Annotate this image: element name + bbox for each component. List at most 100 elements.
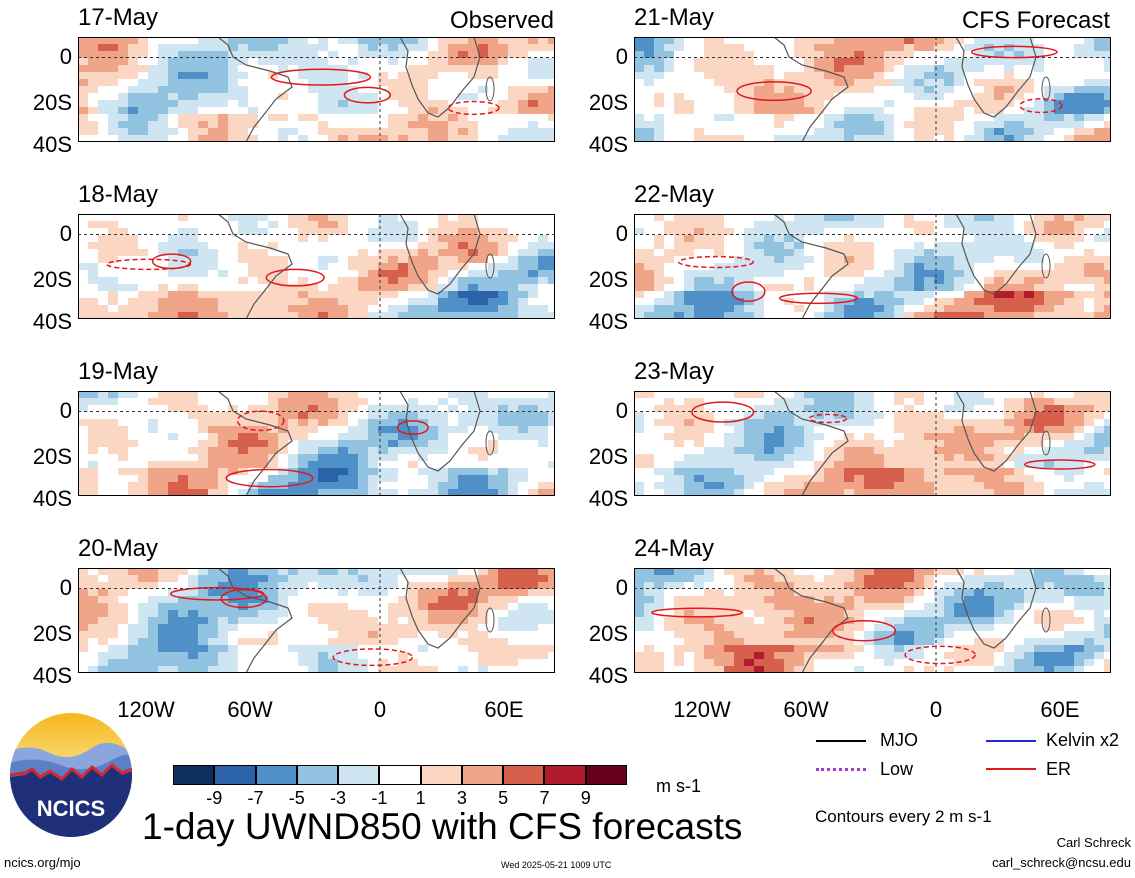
- heatmap-cell: [488, 568, 499, 576]
- heatmap-cell: [158, 107, 169, 115]
- heatmap-cell: [834, 277, 845, 285]
- heatmap-cell: [498, 235, 509, 243]
- heatmap-cell: [508, 221, 519, 229]
- heatmap-cell: [248, 440, 259, 448]
- heatmap-cell: [1064, 305, 1075, 313]
- heatmap-cell: [308, 489, 319, 496]
- heatmap-cell: [944, 93, 955, 101]
- heatmap-cell: [298, 100, 309, 108]
- south-america-outline: [773, 214, 849, 319]
- heatmap-cell: [218, 263, 229, 271]
- heatmap-cell: [764, 86, 775, 94]
- heatmap-cell: [258, 645, 269, 653]
- heatmap-cell: [158, 298, 169, 306]
- heatmap-cell: [348, 631, 359, 639]
- heatmap-cell: [98, 575, 109, 583]
- heatmap-cell: [368, 270, 379, 278]
- y-tick-label: 20S: [588, 90, 628, 115]
- heatmap-cell: [138, 93, 149, 101]
- heatmap-cell: [308, 624, 319, 632]
- heatmap-cell: [894, 72, 905, 80]
- heatmap-cell: [118, 291, 129, 299]
- heatmap-cell: [538, 666, 549, 673]
- heatmap-cell: [308, 44, 319, 52]
- heatmap-cell: [458, 596, 469, 604]
- heatmap-cell: [78, 305, 89, 313]
- heatmap-cell: [814, 312, 825, 319]
- heatmap-cell: [834, 214, 845, 222]
- heatmap-cell: [864, 433, 875, 441]
- heatmap-cell: [528, 475, 539, 483]
- heatmap-cell: [1084, 100, 1095, 108]
- heatmap-cell: [468, 645, 479, 653]
- heatmap-cell: [874, 58, 885, 66]
- heatmap-cell: [448, 256, 459, 264]
- heatmap-cell: [208, 277, 219, 285]
- heatmap-cell: [844, 100, 855, 108]
- heatmap-cell: [348, 235, 359, 243]
- heatmap-cell: [804, 312, 815, 319]
- heatmap-cell: [178, 114, 189, 122]
- heatmap-cell: [98, 482, 109, 490]
- heatmap-cell: [408, 312, 419, 319]
- heatmap-cell: [1014, 107, 1025, 115]
- heatmap-cell: [428, 645, 439, 653]
- heatmap-cell: [328, 100, 339, 108]
- heatmap-cell: [744, 398, 755, 406]
- heatmap-cell: [438, 235, 449, 243]
- heatmap-cell: [498, 582, 509, 590]
- heatmap-cell: [278, 121, 289, 129]
- heatmap-cell: [754, 242, 765, 250]
- heatmap-cell: [128, 419, 139, 427]
- heatmap-cell: [498, 440, 509, 448]
- heatmap-cell: [328, 44, 339, 52]
- heatmap-cell: [644, 221, 655, 229]
- heatmap-cell: [168, 312, 179, 319]
- heatmap-cell: [158, 398, 169, 406]
- heatmap-cell: [288, 128, 299, 136]
- heatmap-cell: [348, 277, 359, 285]
- heatmap-cell: [714, 228, 725, 236]
- heatmap-cell: [168, 440, 179, 448]
- heatmap-cell: [418, 305, 429, 313]
- heatmap-cell: [1024, 37, 1035, 45]
- heatmap-cell: [228, 312, 239, 319]
- heatmap-cell: [298, 582, 309, 590]
- heatmap-cell: [488, 263, 499, 271]
- heatmap-cell: [794, 37, 805, 45]
- heatmap-cell: [458, 79, 469, 87]
- heatmap-cell: [458, 575, 469, 583]
- heatmap-cell: [874, 100, 885, 108]
- heatmap-cell: [1084, 419, 1095, 427]
- heatmap-cell: [1034, 114, 1045, 122]
- heatmap-cell: [1094, 291, 1105, 299]
- heatmap-cell: [1094, 461, 1105, 469]
- heatmap-cell: [1074, 107, 1085, 115]
- heatmap-cell: [1034, 405, 1045, 413]
- heatmap-cell: [538, 489, 549, 496]
- heatmap-cell: [248, 291, 259, 299]
- heatmap-cell: [138, 475, 149, 483]
- heatmap-cell: [744, 284, 755, 292]
- heatmap-cell: [974, 128, 985, 136]
- heatmap-cell: [488, 65, 499, 73]
- heatmap-cell: [198, 624, 209, 632]
- heatmap-cell: [1044, 121, 1055, 129]
- heatmap-cell: [418, 645, 429, 653]
- heatmap-cell: [654, 65, 665, 73]
- heatmap-cell: [108, 398, 119, 406]
- heatmap-cell: [428, 214, 439, 222]
- heatmap-cell: [894, 291, 905, 299]
- heatmap-cell: [388, 93, 399, 101]
- heatmap-cell: [228, 235, 239, 243]
- heatmap-cell: [644, 121, 655, 129]
- heatmap-cell: [148, 617, 159, 625]
- heatmap-cell: [198, 228, 209, 236]
- heatmap-cell: [268, 419, 279, 427]
- heatmap-cell: [418, 568, 429, 576]
- heatmap-cell: [438, 291, 449, 299]
- heatmap-cell: [338, 128, 349, 136]
- heatmap-cell: [634, 398, 645, 406]
- heatmap-cell: [188, 72, 199, 80]
- heatmap-cell: [488, 221, 499, 229]
